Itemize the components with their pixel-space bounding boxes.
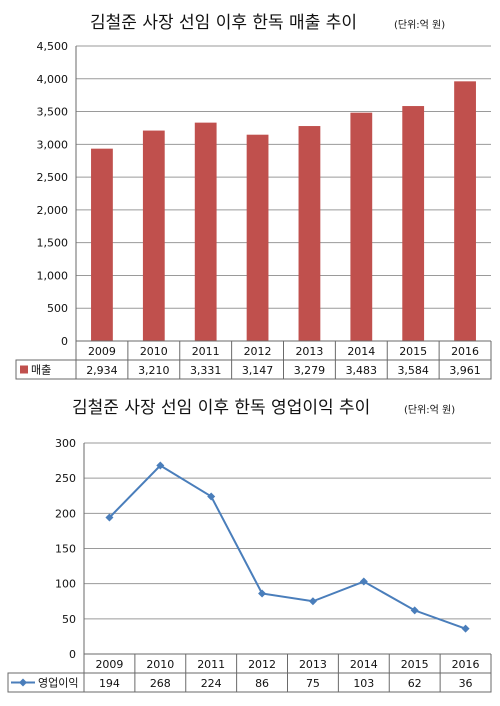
- y-tick-label: 4,000: [37, 73, 69, 86]
- x-category-label: 2009: [95, 658, 123, 671]
- profit-chart-unit: (단위:억 원): [404, 403, 455, 416]
- legend-label: 영업이익: [38, 677, 78, 690]
- y-tick-label: 300: [55, 437, 76, 450]
- x-category-label: 2011: [197, 658, 225, 671]
- bar: [91, 148, 113, 341]
- x-category-label: 2010: [140, 345, 168, 358]
- data-label: 3,961: [449, 364, 481, 377]
- data-label: 3,210: [138, 364, 170, 377]
- x-category-label: 2016: [451, 345, 479, 358]
- data-point: [359, 577, 368, 586]
- data-label: 86: [255, 677, 269, 690]
- y-tick-label: 2,500: [37, 171, 69, 184]
- data-point: [105, 513, 114, 522]
- sales-chart: 김철준 사장 선임 이후 한독 매출 추이 (단위:억 원) 0 500 1,000…: [15, 13, 492, 380]
- y-tick-label: 500: [47, 302, 68, 315]
- bar: [142, 130, 165, 341]
- profit-chart-title: 김철준 사장 선임 이후 한독 영업이익 추이: [72, 398, 370, 418]
- y-tick-label: 3,500: [37, 106, 69, 119]
- x-category-label: 2015: [399, 345, 427, 358]
- data-label: 75: [306, 677, 320, 690]
- data-label: 2,934: [86, 364, 118, 377]
- y-tick-label: 3,000: [37, 138, 69, 151]
- x-category-label: 2013: [295, 345, 323, 358]
- legend-marker: [19, 678, 27, 687]
- data-label: 103: [353, 677, 374, 690]
- x-category-label: 2009: [88, 345, 116, 358]
- y-tick-label: 200: [55, 507, 76, 520]
- y-tick-label: 1,500: [37, 237, 69, 250]
- x-category-label: 2012: [248, 658, 276, 671]
- bar: [298, 126, 321, 341]
- data-label: 3,147: [242, 364, 274, 377]
- bar: [454, 81, 476, 341]
- legend-swatch: [20, 365, 28, 374]
- data-label: 224: [201, 677, 222, 690]
- y-tick-label: 0: [61, 335, 68, 348]
- legend: 매출: [20, 364, 51, 377]
- x-category-label: 2014: [350, 658, 378, 671]
- data-point: [258, 589, 267, 598]
- data-label: 3,483: [346, 364, 378, 377]
- x-category-label: 2011: [192, 345, 220, 358]
- y-tick-label: 1,000: [37, 269, 69, 282]
- data-point: [410, 606, 419, 615]
- data-point: [461, 624, 470, 633]
- legend: 영업이익: [11, 677, 78, 690]
- y-tick-label: 250: [55, 472, 76, 485]
- data-label: 62: [408, 677, 422, 690]
- sales-chart-title: 김철준 사장 선임 이후 한독 매출 추이: [90, 13, 357, 33]
- operating-profit-chart: 김철준 사장 선임 이후 한독 영업이익 추이 (단위:억 원) 0 50 100 1…: [7, 398, 492, 693]
- data-point: [207, 492, 216, 501]
- data-point: [308, 597, 317, 606]
- bar: [246, 134, 269, 341]
- sales-chart-unit: (단위:억 원): [394, 18, 445, 31]
- y-tick-label: 50: [62, 613, 76, 626]
- bar: [402, 106, 425, 341]
- legend-label: 매출: [31, 364, 51, 377]
- bar: [350, 112, 373, 341]
- x-category-label: 2015: [401, 658, 429, 671]
- data-label: 3,584: [397, 364, 429, 377]
- bar: [194, 122, 217, 341]
- data-label: 268: [150, 677, 171, 690]
- x-category-label: 2013: [299, 658, 327, 671]
- series-line: [108, 464, 466, 630]
- y-tick-label: 100: [55, 578, 76, 591]
- y-tick-label: 150: [55, 543, 76, 556]
- y-tick-label: 4,500: [37, 40, 69, 53]
- data-label: 3,331: [190, 364, 222, 377]
- x-category-label: 2016: [452, 658, 480, 671]
- data-label: 36: [459, 677, 473, 690]
- data-label: 3,279: [294, 364, 326, 377]
- x-category-label: 2010: [146, 658, 174, 671]
- y-tick-label: 0: [69, 648, 76, 661]
- y-tick-label: 2,000: [37, 204, 69, 217]
- data-point: [156, 461, 165, 470]
- x-category-label: 2014: [347, 345, 375, 358]
- data-label: 194: [99, 677, 120, 690]
- x-category-label: 2012: [244, 345, 272, 358]
